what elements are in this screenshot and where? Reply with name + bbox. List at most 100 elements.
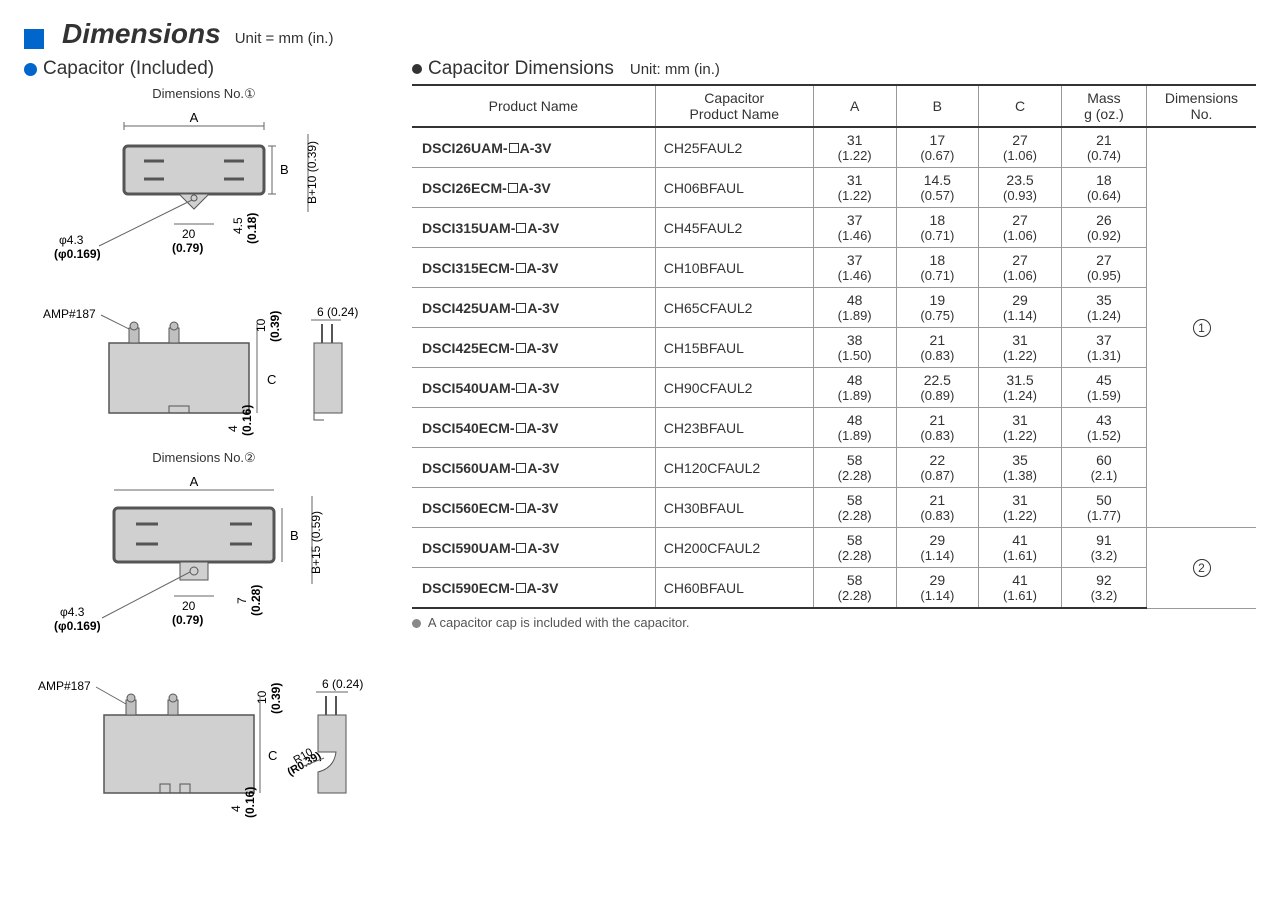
cell-c: 23.5(0.93)	[979, 168, 1062, 208]
svg-text:4: 4	[229, 805, 243, 812]
gray-dot-icon	[412, 619, 421, 628]
col-dimno: DimensionsNo.	[1147, 85, 1257, 127]
cell-c: 29(1.14)	[979, 288, 1062, 328]
cell-mass: 43(1.52)	[1061, 408, 1146, 448]
svg-text:AMP#187: AMP#187	[38, 679, 91, 693]
table-row: DSCI26ECM-A-3V CH06BFAUL 31(1.22) 14.5(0…	[412, 168, 1256, 208]
cell-c: 31(1.22)	[979, 488, 1062, 528]
cell-b: 21(0.83)	[896, 328, 979, 368]
cell-mass: 91(3.2)	[1061, 528, 1146, 568]
svg-text:(φ0.169): (φ0.169)	[54, 247, 101, 261]
svg-text:7: 7	[235, 597, 249, 604]
header-marker	[24, 29, 48, 49]
cell-a: 38(1.50)	[813, 328, 896, 368]
table-row: DSCI590UAM-A-3V CH200CFAUL2 58(2.28) 29(…	[412, 528, 1256, 568]
cell-a: 48(1.89)	[813, 368, 896, 408]
svg-text:10: 10	[254, 318, 268, 332]
cell-mass: 35(1.24)	[1061, 288, 1146, 328]
cell-mass: 37(1.31)	[1061, 328, 1146, 368]
svg-text:φ4.3: φ4.3	[59, 233, 84, 247]
cell-product: DSCI26ECM-A-3V	[412, 168, 655, 208]
dim1-label: Dimensions No.①	[24, 86, 384, 102]
diagram-2-bottom: AMP#187 10 (0.39) C 4 (0.16)	[24, 662, 384, 822]
cell-mass: 45(1.59)	[1061, 368, 1146, 408]
footnote: A capacitor cap is included with the cap…	[412, 615, 1256, 630]
col-b: B	[896, 85, 979, 127]
table-row: DSCI315UAM-A-3V CH45FAUL2 37(1.46) 18(0.…	[412, 208, 1256, 248]
blue-dot-icon	[24, 63, 37, 76]
right-subtitle: Capacitor Dimensions	[428, 58, 614, 80]
svg-text:(0.16): (0.16)	[243, 787, 257, 818]
svg-text:(0.79): (0.79)	[172, 241, 203, 255]
diagram-1-top: A B B+10 (0.39) φ4.3	[24, 106, 384, 276]
svg-text:B+15 (0.59): B+15 (0.59)	[309, 511, 323, 574]
cell-c: 27(1.06)	[979, 127, 1062, 168]
cell-a: 58(2.28)	[813, 528, 896, 568]
cell-cap: CH120CFAUL2	[655, 448, 813, 488]
svg-text:20: 20	[182, 227, 196, 241]
svg-text:4.5: 4.5	[231, 217, 245, 234]
cell-cap: CH200CFAUL2	[655, 528, 813, 568]
left-column: Capacitor (Included) Dimensions No.① A	[24, 58, 384, 834]
cell-mass: 18(0.64)	[1061, 168, 1146, 208]
svg-text:(0.28): (0.28)	[249, 585, 263, 616]
cell-c: 41(1.61)	[979, 568, 1062, 609]
dimno-cell-2: 2	[1147, 528, 1257, 609]
cell-b: 29(1.14)	[896, 528, 979, 568]
cell-c: 35(1.38)	[979, 448, 1062, 488]
svg-text:4: 4	[226, 425, 240, 432]
col-product: Product Name	[412, 85, 655, 127]
page-header: Dimensions Unit = mm (in.)	[24, 18, 1256, 50]
svg-text:B+10 (0.39): B+10 (0.39)	[305, 141, 319, 204]
svg-text:6 (0.24): 6 (0.24)	[322, 677, 363, 691]
cell-product: DSCI315UAM-A-3V	[412, 208, 655, 248]
col-a: A	[813, 85, 896, 127]
svg-text:C: C	[267, 372, 276, 387]
svg-text:10: 10	[255, 690, 269, 704]
cell-b: 22.5(0.89)	[896, 368, 979, 408]
table-row: DSCI560ECM-A-3V CH30BFAUL 58(2.28) 21(0.…	[412, 488, 1256, 528]
table-row: DSCI26UAM-A-3V CH25FAUL2 31(1.22) 17(0.6…	[412, 127, 1256, 168]
cell-mass: 60(2.1)	[1061, 448, 1146, 488]
page-title: Dimensions	[62, 18, 221, 50]
svg-text:(0.39): (0.39)	[268, 311, 282, 342]
cell-c: 31.5(1.24)	[979, 368, 1062, 408]
cell-product: DSCI540ECM-A-3V	[412, 408, 655, 448]
table-row: DSCI540ECM-A-3V CH23BFAUL 48(1.89) 21(0.…	[412, 408, 1256, 448]
cell-c: 31(1.22)	[979, 328, 1062, 368]
cell-product: DSCI540UAM-A-3V	[412, 368, 655, 408]
cell-product: DSCI315ECM-A-3V	[412, 248, 655, 288]
page-unit: Unit = mm (in.)	[235, 30, 334, 47]
cell-product: DSCI590UAM-A-3V	[412, 528, 655, 568]
cell-b: 18(0.71)	[896, 208, 979, 248]
left-subheader: Capacitor (Included)	[24, 58, 384, 80]
cell-c: 31(1.22)	[979, 408, 1062, 448]
svg-text:(0.16): (0.16)	[240, 405, 254, 436]
svg-text:(0.18): (0.18)	[245, 213, 259, 244]
black-dot-icon	[412, 64, 422, 74]
cell-mass: 50(1.77)	[1061, 488, 1146, 528]
svg-text:(φ0.169): (φ0.169)	[54, 619, 101, 633]
right-subunit: Unit: mm (in.)	[630, 61, 720, 78]
svg-text:A: A	[190, 474, 199, 489]
svg-text:AMP#187: AMP#187	[43, 307, 96, 321]
svg-text:20: 20	[182, 599, 196, 613]
cell-cap: CH23BFAUL	[655, 408, 813, 448]
cell-product: DSCI26UAM-A-3V	[412, 127, 655, 168]
content-row: Capacitor (Included) Dimensions No.① A	[24, 58, 1256, 834]
col-cap: CapacitorProduct Name	[655, 85, 813, 127]
cell-mass: 27(0.95)	[1061, 248, 1146, 288]
cell-c: 27(1.06)	[979, 248, 1062, 288]
table-row: DSCI425UAM-A-3V CH65CFAUL2 48(1.89) 19(0…	[412, 288, 1256, 328]
cell-product: DSCI425ECM-A-3V	[412, 328, 655, 368]
capacitor-table: Product Name CapacitorProduct Name A B C…	[412, 84, 1256, 609]
cell-cap: CH06BFAUL	[655, 168, 813, 208]
table-row: DSCI560UAM-A-3V CH120CFAUL2 58(2.28) 22(…	[412, 448, 1256, 488]
svg-text:C: C	[268, 748, 277, 763]
cell-a: 58(2.28)	[813, 568, 896, 609]
cell-b: 14.5(0.57)	[896, 168, 979, 208]
diagram-1-bottom: AMP#187 10 (0.39) C 4 (0.	[24, 288, 384, 438]
cell-b: 21(0.83)	[896, 408, 979, 448]
cell-cap: CH15BFAUL	[655, 328, 813, 368]
cell-b: 29(1.14)	[896, 568, 979, 609]
